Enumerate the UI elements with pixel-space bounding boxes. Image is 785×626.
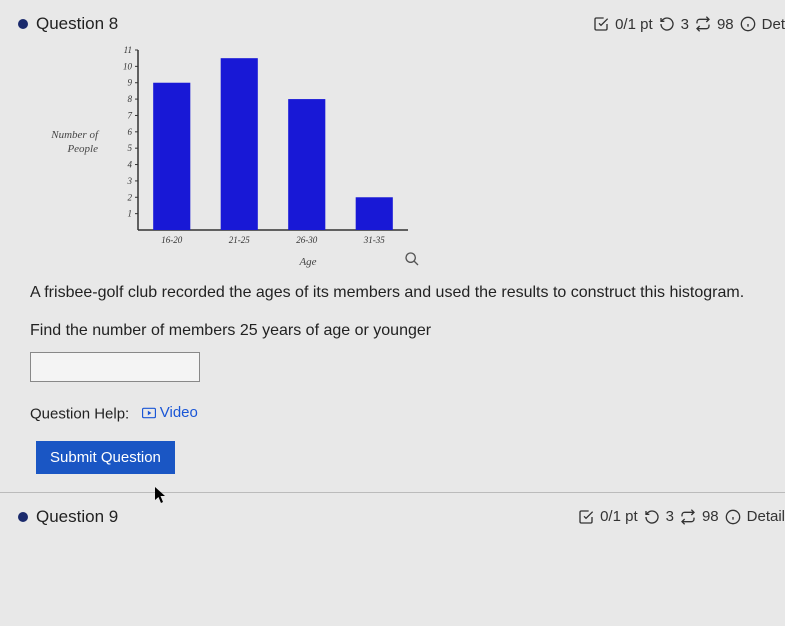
svg-text:21-25: 21-25 [229, 235, 250, 245]
info-icon[interactable] [740, 16, 756, 32]
svg-text:26-30: 26-30 [296, 235, 317, 245]
y-axis-label: Number of People [18, 44, 104, 157]
histogram-chart: 1 2 3 4 5 6 7 8 9 10 11 16-20 21-25 26-30 31-35 [104, 44, 414, 254]
svg-text:3: 3 [127, 176, 133, 186]
status-dot-icon [18, 19, 28, 29]
svg-text:10: 10 [123, 61, 133, 71]
details-link[interactable]: Detail [747, 508, 785, 525]
repeat-icon [680, 509, 696, 525]
video-link-label: Video [160, 404, 198, 421]
magnify-icon[interactable] [404, 251, 420, 272]
svg-text:16-20: 16-20 [161, 235, 182, 245]
question-8-header: Question 8 0/1 pt 3 98 Det [18, 14, 785, 34]
status-dot-icon [18, 512, 28, 522]
svg-text:9: 9 [128, 78, 133, 88]
video-link[interactable]: Video [142, 404, 198, 421]
mouse-cursor-icon [154, 486, 168, 504]
checkbox-icon [593, 16, 609, 32]
svg-text:8: 8 [128, 94, 133, 104]
question-9-block: Question 9 0/1 pt 3 98 Detail [0, 493, 785, 545]
repeat-count: 98 [702, 508, 719, 525]
question-8-title: Question 8 [36, 14, 118, 34]
help-label: Question Help: [30, 406, 129, 423]
question-9-title: Question 9 [36, 507, 118, 527]
points-text: 0/1 pt [600, 508, 638, 525]
repeat-icon [695, 16, 711, 32]
info-icon[interactable] [725, 509, 741, 525]
question-9-header: Question 9 0/1 pt 3 98 Detail [18, 507, 785, 527]
question-body-text: A frisbee-golf club recorded the ages of… [30, 282, 750, 304]
repeat-count: 98 [717, 16, 734, 33]
checkbox-icon [578, 509, 594, 525]
x-axis-label: Age [178, 256, 438, 268]
question-8-meta: 0/1 pt 3 98 Det [593, 16, 785, 33]
svg-text:2: 2 [128, 192, 133, 202]
svg-text:6: 6 [128, 127, 133, 137]
question-9-title-wrap: Question 9 [18, 507, 118, 527]
retry-icon [644, 509, 660, 525]
video-play-icon [142, 407, 156, 419]
submit-question-button[interactable]: Submit Question [36, 441, 175, 474]
svg-text:11: 11 [124, 45, 132, 55]
svg-text:1: 1 [128, 209, 133, 219]
question-prompt-text: Find the number of members 25 years of a… [30, 322, 773, 340]
svg-text:31-35: 31-35 [363, 235, 385, 245]
retry-icon [659, 16, 675, 32]
svg-text:5: 5 [128, 143, 133, 153]
question-8-block: Question 8 0/1 pt 3 98 Det Number of Peo… [0, 0, 785, 493]
question-9-meta: 0/1 pt 3 98 Detail [578, 508, 785, 525]
retry-count: 3 [666, 508, 674, 525]
svg-text:7: 7 [128, 110, 133, 120]
question-8-title-wrap: Question 8 [18, 14, 118, 34]
histogram-wrap: Number of People 1 2 3 4 5 6 7 8 9 10 11 16-20 21-25… [18, 44, 438, 268]
retry-count: 3 [681, 16, 689, 33]
answer-input[interactable] [30, 352, 200, 382]
points-text: 0/1 pt [615, 16, 653, 33]
details-link[interactable]: Det [762, 16, 785, 33]
question-help-row: Question Help: Video [30, 404, 773, 423]
svg-text:4: 4 [128, 160, 133, 170]
